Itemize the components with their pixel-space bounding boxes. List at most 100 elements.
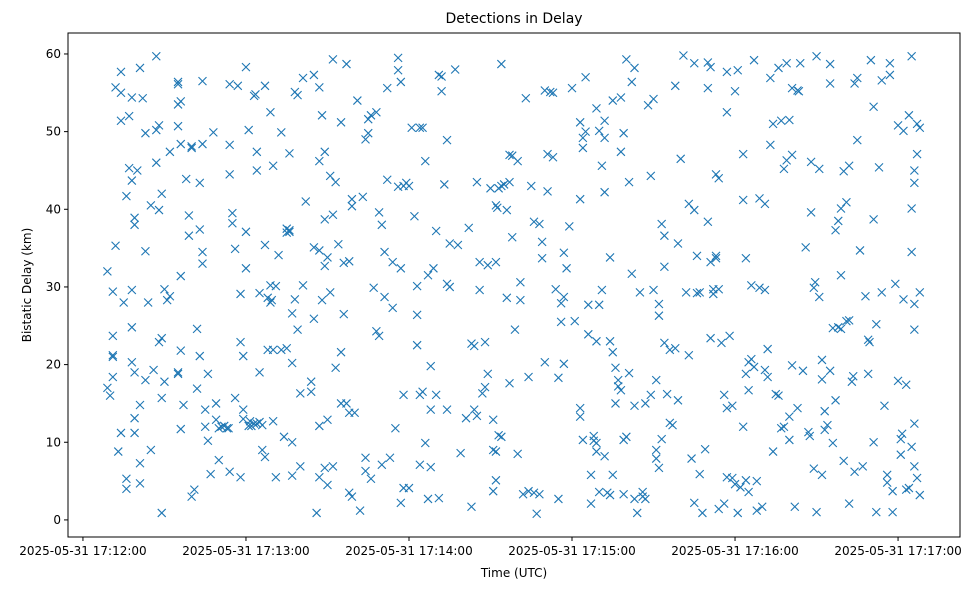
data-point (336, 347, 346, 357)
data-point (176, 271, 186, 281)
data-point (765, 140, 775, 150)
data-point (893, 376, 903, 386)
data-point (442, 135, 452, 145)
data-point (592, 336, 601, 346)
data-point (502, 205, 512, 215)
data-point (605, 336, 615, 346)
data-point (339, 258, 349, 268)
data-point (882, 478, 892, 488)
data-point (173, 121, 183, 131)
data-point (714, 173, 724, 183)
data-point (646, 171, 656, 181)
data-point (725, 331, 734, 341)
data-point (673, 395, 683, 405)
data-point (839, 456, 849, 466)
data-point (532, 509, 542, 519)
data-point (418, 387, 427, 397)
data-point (871, 319, 881, 329)
data-point (331, 363, 341, 373)
data-point (320, 147, 330, 157)
data-point (116, 428, 126, 438)
data-point (711, 251, 721, 261)
data-point (684, 199, 694, 209)
data-point (461, 413, 471, 423)
data-point (385, 453, 395, 463)
data-point (556, 298, 566, 308)
data-point (122, 474, 131, 484)
data-point (621, 432, 631, 442)
data-point (208, 128, 218, 137)
data-point (276, 345, 286, 355)
data-point (681, 287, 691, 297)
data-point (915, 490, 925, 500)
data-point (363, 128, 373, 138)
data-point (676, 154, 686, 164)
data-point (706, 257, 715, 267)
data-point (719, 499, 729, 508)
data-point (695, 469, 705, 479)
data-point (361, 135, 370, 144)
data-point (515, 295, 525, 305)
data-point (380, 247, 389, 257)
data-point (437, 86, 446, 96)
data-point (899, 126, 908, 136)
data-point (790, 502, 800, 512)
data-point (200, 405, 210, 415)
data-point (154, 337, 164, 347)
chart-title: Detections in Delay (445, 11, 582, 27)
data-point (412, 340, 422, 350)
data-point (420, 156, 430, 166)
data-point (798, 366, 808, 376)
data-point (323, 415, 332, 425)
data-point (467, 502, 476, 512)
data-point (855, 246, 865, 255)
data-point (135, 63, 145, 73)
data-point (562, 263, 571, 273)
data-point (488, 445, 498, 455)
data-point (698, 508, 707, 518)
data-point (852, 135, 862, 145)
data-point (263, 293, 273, 303)
data-point (492, 203, 502, 213)
data-point (510, 325, 520, 335)
data-point (581, 127, 590, 137)
data-point (287, 437, 297, 447)
data-point (491, 475, 501, 485)
data-point (480, 382, 490, 392)
data-point (689, 205, 699, 215)
data-point (616, 93, 626, 102)
data-point (198, 76, 207, 86)
data-point (475, 285, 485, 295)
data-point (268, 345, 278, 355)
data-point (654, 311, 664, 321)
data-point (176, 139, 186, 149)
data-point (507, 232, 517, 242)
data-point (583, 300, 593, 310)
data-point (554, 373, 563, 383)
data-point (483, 369, 493, 379)
data-point (358, 192, 368, 202)
y-tick-label: 60 (46, 47, 61, 61)
data-point (589, 431, 599, 441)
data-point (151, 51, 161, 61)
plot-area-frame (67, 32, 961, 538)
data-point (787, 360, 797, 370)
data-point (195, 225, 205, 234)
data-point (127, 357, 137, 367)
data-point (630, 63, 639, 73)
data-point (103, 383, 112, 393)
data-point (238, 351, 248, 361)
data-point (314, 156, 324, 166)
data-point (450, 65, 460, 74)
data-point (160, 377, 169, 387)
data-point (559, 292, 569, 302)
data-point (486, 183, 495, 193)
data-point (654, 463, 664, 473)
data-point (703, 58, 713, 67)
data-point (605, 490, 615, 500)
data-point (225, 467, 235, 477)
data-point (138, 93, 148, 103)
data-point (706, 62, 715, 72)
data-point (692, 288, 702, 298)
